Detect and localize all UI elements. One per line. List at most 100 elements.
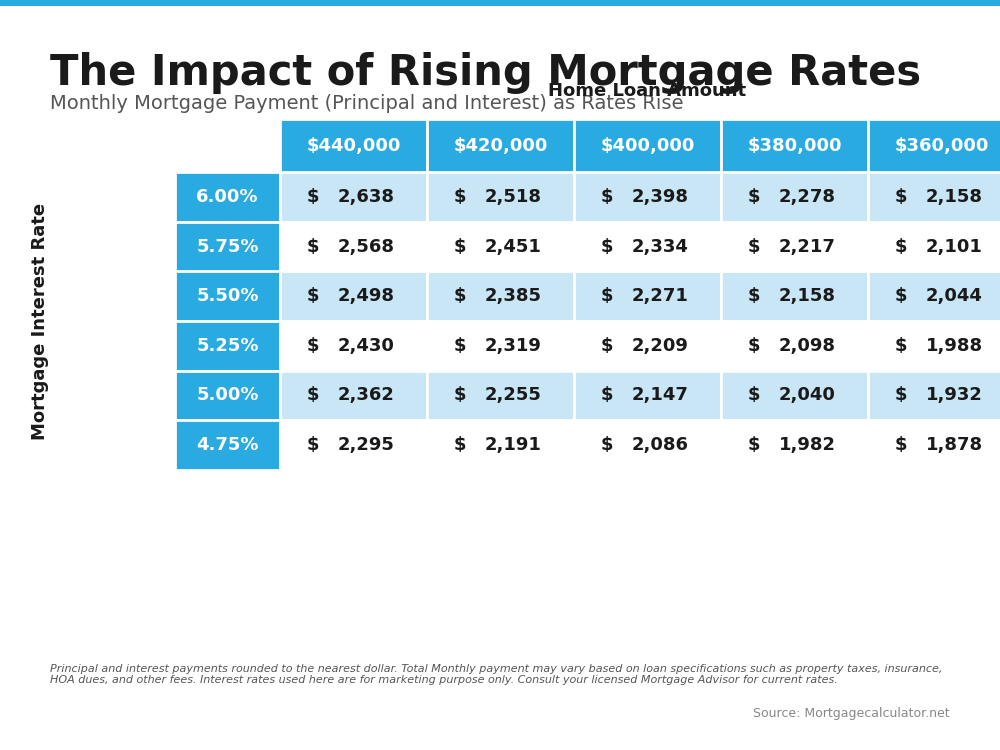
Text: 2,209: 2,209 bbox=[632, 337, 689, 355]
Text: 2,319: 2,319 bbox=[485, 337, 542, 355]
Bar bbox=[721, 172, 868, 222]
Text: $: $ bbox=[306, 238, 319, 256]
Text: $: $ bbox=[306, 188, 319, 206]
Text: 2,518: 2,518 bbox=[485, 188, 542, 206]
Text: $: $ bbox=[894, 386, 907, 404]
Bar bbox=[574, 172, 721, 222]
Text: 2,217: 2,217 bbox=[779, 238, 836, 256]
Text: 1,988: 1,988 bbox=[926, 337, 983, 355]
Text: $: $ bbox=[306, 287, 319, 305]
Bar bbox=[868, 222, 1000, 272]
Text: Monthly Mortgage Payment (Principal and Interest) as Rates Rise: Monthly Mortgage Payment (Principal and … bbox=[50, 94, 684, 112]
Text: $: $ bbox=[894, 436, 907, 454]
Bar bbox=[721, 420, 868, 470]
Text: $380,000: $380,000 bbox=[747, 136, 842, 154]
Text: $: $ bbox=[747, 386, 760, 404]
Text: $: $ bbox=[894, 188, 907, 206]
Text: $: $ bbox=[600, 188, 613, 206]
Bar bbox=[175, 420, 280, 470]
Text: $: $ bbox=[600, 386, 613, 404]
Bar bbox=[868, 420, 1000, 470]
Bar bbox=[868, 321, 1000, 370]
Text: 2,044: 2,044 bbox=[926, 287, 983, 305]
Bar bbox=[427, 321, 574, 370]
Text: 2,568: 2,568 bbox=[338, 238, 395, 256]
Bar bbox=[175, 321, 280, 370]
Bar bbox=[280, 420, 427, 470]
Text: 2,158: 2,158 bbox=[926, 188, 983, 206]
Text: 2,191: 2,191 bbox=[485, 436, 542, 454]
Text: 2,398: 2,398 bbox=[632, 188, 689, 206]
Bar bbox=[868, 118, 1000, 172]
Bar bbox=[280, 118, 427, 172]
Text: 1,932: 1,932 bbox=[926, 386, 983, 404]
Text: 2,278: 2,278 bbox=[779, 188, 836, 206]
Text: $: $ bbox=[747, 287, 760, 305]
Text: 1,982: 1,982 bbox=[779, 436, 836, 454]
Bar bbox=[280, 172, 427, 222]
Text: $: $ bbox=[600, 287, 613, 305]
Bar bbox=[427, 118, 574, 172]
Bar bbox=[721, 272, 868, 321]
Text: 2,271: 2,271 bbox=[632, 287, 689, 305]
Text: $: $ bbox=[453, 238, 466, 256]
Text: $420,000: $420,000 bbox=[453, 136, 548, 154]
Text: $: $ bbox=[453, 436, 466, 454]
Text: $: $ bbox=[747, 436, 760, 454]
Bar bbox=[574, 222, 721, 272]
Bar bbox=[574, 370, 721, 420]
Bar bbox=[721, 321, 868, 370]
Text: $400,000: $400,000 bbox=[600, 136, 695, 154]
Text: $: $ bbox=[453, 188, 466, 206]
Bar bbox=[0, 0, 1000, 6]
Text: 5.75%: 5.75% bbox=[196, 238, 259, 256]
Text: 2,430: 2,430 bbox=[338, 337, 395, 355]
Text: 2,385: 2,385 bbox=[485, 287, 542, 305]
Text: 2,498: 2,498 bbox=[338, 287, 395, 305]
Text: 1,878: 1,878 bbox=[926, 436, 983, 454]
Bar bbox=[280, 222, 427, 272]
Text: 5.50%: 5.50% bbox=[196, 287, 259, 305]
Text: $: $ bbox=[306, 337, 319, 355]
Bar bbox=[175, 272, 280, 321]
Text: 4.75%: 4.75% bbox=[196, 436, 259, 454]
Text: Home Loan Amount: Home Loan Amount bbox=[548, 82, 747, 100]
Text: 2,362: 2,362 bbox=[338, 386, 395, 404]
Text: $: $ bbox=[747, 188, 760, 206]
Text: 2,334: 2,334 bbox=[632, 238, 689, 256]
Text: Source: Mortgagecalculator.net: Source: Mortgagecalculator.net bbox=[753, 707, 950, 720]
Text: $440,000: $440,000 bbox=[306, 136, 401, 154]
Text: $: $ bbox=[894, 337, 907, 355]
Bar bbox=[175, 370, 280, 420]
Bar bbox=[868, 370, 1000, 420]
Bar bbox=[427, 272, 574, 321]
Bar bbox=[868, 172, 1000, 222]
Bar bbox=[427, 222, 574, 272]
Text: 6.00%: 6.00% bbox=[196, 188, 259, 206]
Text: $: $ bbox=[453, 287, 466, 305]
Bar bbox=[175, 222, 280, 272]
Text: $: $ bbox=[747, 337, 760, 355]
Bar bbox=[721, 370, 868, 420]
Text: Principal and interest payments rounded to the nearest dollar. Total Monthly pay: Principal and interest payments rounded … bbox=[50, 664, 942, 686]
Text: $: $ bbox=[453, 386, 466, 404]
Text: $: $ bbox=[747, 238, 760, 256]
Bar bbox=[721, 118, 868, 172]
Text: $: $ bbox=[453, 337, 466, 355]
Text: $: $ bbox=[600, 238, 613, 256]
Text: $360,000: $360,000 bbox=[894, 136, 989, 154]
Text: $: $ bbox=[600, 337, 613, 355]
Text: The Impact of Rising Mortgage Rates: The Impact of Rising Mortgage Rates bbox=[50, 53, 921, 94]
Bar bbox=[574, 272, 721, 321]
Text: 2,086: 2,086 bbox=[632, 436, 689, 454]
Text: $: $ bbox=[894, 287, 907, 305]
Text: 2,638: 2,638 bbox=[338, 188, 395, 206]
Bar bbox=[427, 370, 574, 420]
Text: 2,040: 2,040 bbox=[779, 386, 836, 404]
Bar bbox=[280, 272, 427, 321]
Bar bbox=[427, 420, 574, 470]
Bar bbox=[427, 172, 574, 222]
Bar bbox=[574, 118, 721, 172]
Text: 2,158: 2,158 bbox=[779, 287, 836, 305]
Text: 2,098: 2,098 bbox=[779, 337, 836, 355]
